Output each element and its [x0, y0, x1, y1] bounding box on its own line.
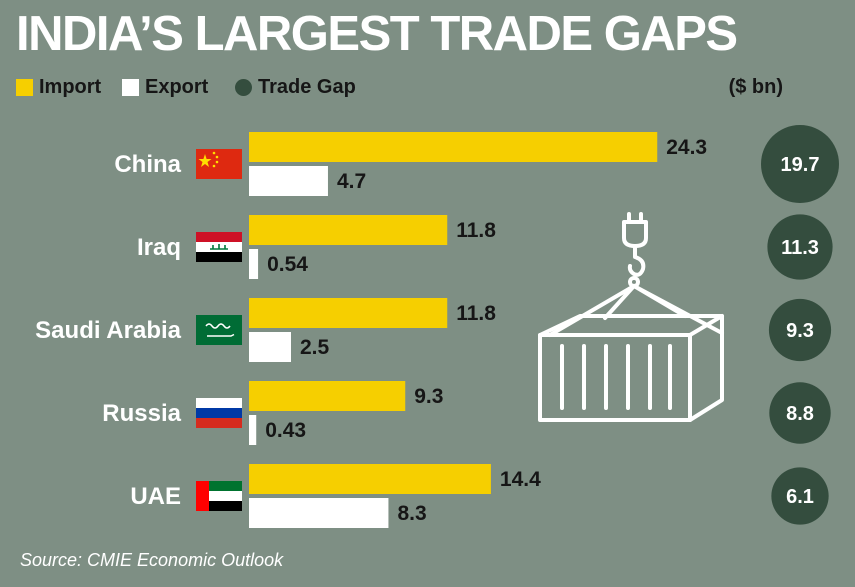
trade-gap-value-uae: 6.1 — [786, 486, 814, 508]
saudi-flag-icon — [196, 315, 242, 345]
trade-gap-value-russia: 8.8 — [786, 403, 814, 425]
legend-import-label: Import — [39, 76, 102, 98]
export-bar-uae — [249, 498, 389, 528]
import-value-iraq: 11.8 — [456, 219, 496, 242]
legend-trade-gap-label: Trade Gap — [258, 76, 356, 98]
trade-gap-bubble-russia — [769, 382, 831, 444]
import-value-china: 24.3 — [666, 136, 707, 159]
export-value-uae: 8.3 — [397, 502, 426, 525]
import-value-saudi: 11.8 — [456, 302, 496, 325]
trade-gap-bubble-china — [761, 125, 839, 203]
chart-title: INDIA’S LARGEST TRADE GAPS — [16, 7, 738, 61]
legend-trade-gap-swatch — [235, 79, 252, 96]
category-label-uae: UAE — [130, 483, 181, 510]
export-value-russia: 0.43 — [265, 419, 306, 442]
export-bar-saudi — [249, 332, 291, 362]
import-bar-saudi — [249, 298, 448, 328]
legend-export-label: Export — [145, 76, 209, 98]
import-value-russia: 9.3 — [414, 385, 443, 408]
legend-import: Import — [16, 76, 101, 99]
iraq-flag-icon — [196, 232, 242, 262]
legend-export: Export — [122, 76, 208, 99]
import-bar-russia — [249, 381, 406, 411]
unit-label: ($ bn) — [728, 76, 783, 98]
uae-flag-icon — [196, 481, 242, 511]
category-label-russia: Russia — [102, 400, 181, 427]
trade-gap-bubble-iraq — [767, 214, 833, 280]
russia-flag-icon — [196, 398, 242, 428]
category-label-saudi: Saudi Arabia — [35, 317, 181, 344]
export-value-saudi: 2.5 — [300, 336, 330, 359]
shipping-container-icon — [538, 212, 724, 422]
trade-gap-bubble-saudi — [768, 298, 832, 362]
trade-gap-value-saudi: 9.3 — [786, 320, 814, 342]
import-bar-iraq — [249, 215, 448, 245]
category-label-iraq: Iraq — [137, 234, 181, 261]
legend-import-swatch — [16, 79, 33, 96]
export-value-china: 4.7 — [337, 170, 366, 193]
trade-gap-value-iraq: 11.3 — [781, 237, 819, 259]
export-bar-iraq — [249, 249, 259, 279]
china-flag-icon — [196, 149, 242, 179]
export-bar-russia — [249, 415, 257, 445]
trade-gap-bubble-uae — [771, 467, 829, 525]
import-bar-china — [249, 132, 658, 162]
import-value-uae: 14.4 — [500, 468, 541, 491]
trade-gap-value-china: 19.7 — [781, 154, 820, 176]
source-note: Source: CMIE Economic Outlook — [20, 550, 284, 570]
legend-export-swatch — [122, 79, 139, 96]
import-bar-uae — [249, 464, 491, 494]
category-label-china: China — [114, 151, 181, 178]
legend-trade-gap: Trade Gap — [235, 76, 356, 99]
export-value-iraq: 0.54 — [267, 253, 308, 276]
export-bar-china — [249, 166, 328, 196]
